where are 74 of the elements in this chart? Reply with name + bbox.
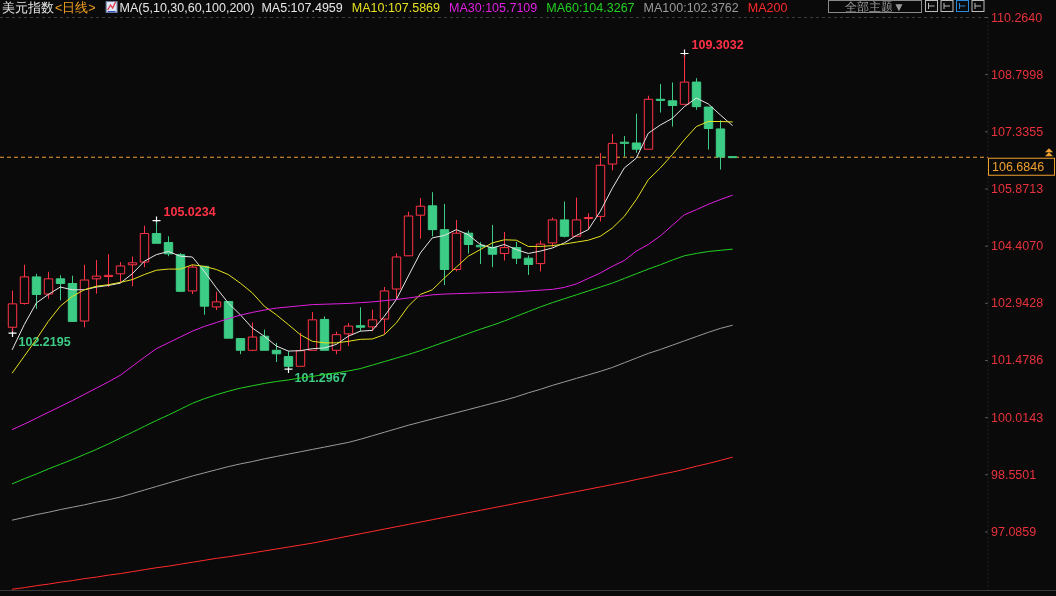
y-tick-label: 110.2640	[991, 10, 1043, 25]
candlestick	[559, 201, 570, 238]
candlestick	[247, 322, 258, 352]
legend-item: MA60:104.3267	[546, 1, 635, 15]
y-tick-label: 98.5501	[991, 467, 1037, 482]
candlestick	[499, 231, 510, 261]
legend-item: MA10:107.5869	[351, 1, 440, 15]
y-tick-label: 102.9428	[991, 296, 1044, 311]
ref-line-label: 106.6846	[992, 159, 1045, 174]
legend-item: MA30:105.7109	[449, 1, 538, 15]
y-tick-label: 108.7998	[991, 67, 1044, 82]
candlestick	[235, 338, 246, 355]
candlestick	[655, 83, 666, 114]
y-tick-label: 107.3355	[991, 124, 1044, 139]
candlestick	[523, 254, 534, 276]
candlestick	[367, 309, 378, 332]
candlestick	[271, 342, 282, 363]
candlestick	[43, 271, 54, 300]
candlestick	[343, 322, 354, 347]
candlestick	[259, 329, 270, 351]
candlestick	[427, 191, 438, 237]
candlestick	[715, 119, 726, 171]
candlestick	[703, 106, 714, 151]
candlestick	[631, 113, 642, 154]
candlestick	[199, 265, 210, 316]
candlestick	[79, 264, 90, 328]
candlestick	[607, 133, 618, 171]
candlestick	[403, 211, 414, 257]
candlestick	[667, 81, 678, 128]
annotation: 105.0234	[163, 205, 216, 220]
candlestick	[415, 197, 426, 240]
candlestick	[55, 274, 66, 301]
candlestick	[175, 252, 186, 293]
candlestick	[211, 291, 222, 311]
candlestick	[307, 311, 318, 351]
candlestick	[439, 203, 450, 286]
candlestick	[643, 95, 654, 150]
candlestick	[223, 300, 234, 339]
candlestick	[31, 273, 42, 310]
y-tick-label: 97.0859	[991, 524, 1037, 539]
control-button: 全部主题▼	[828, 0, 922, 14]
legend-item: MA200	[747, 1, 788, 15]
candlestick	[103, 253, 114, 288]
candlestick	[619, 135, 630, 158]
annotation: 109.3032	[691, 38, 744, 53]
candlestick	[391, 252, 402, 301]
legend-title: MA(5,10,30,60,100,200)	[119, 1, 255, 15]
candlestick	[583, 212, 594, 231]
annotation: 101.2967	[294, 370, 347, 385]
candlestick	[571, 197, 582, 237]
candlestick	[355, 306, 366, 332]
candlestick	[451, 219, 462, 272]
y-tick-label: 100.0143	[991, 410, 1044, 425]
candlestick	[127, 256, 138, 287]
candlestick	[487, 224, 498, 268]
candlestick	[295, 332, 306, 367]
candlestick	[691, 77, 702, 111]
candlestick	[187, 264, 198, 295]
y-tick-label: 105.8713	[991, 182, 1044, 196]
candlestick	[91, 259, 102, 295]
candlestick	[115, 261, 126, 283]
candlestick	[139, 225, 150, 268]
legend-item: MA5:107.4959	[261, 1, 343, 15]
candlestick	[67, 275, 78, 323]
chart-title: 美元指数	[2, 1, 54, 15]
candlestick	[595, 152, 606, 222]
legend-item: MA100:102.3762	[643, 1, 739, 15]
chart-subtitle: <日线>	[55, 1, 96, 15]
y-tick-label: 104.4070	[991, 239, 1044, 254]
candlestick	[19, 264, 30, 306]
candlestick	[727, 155, 738, 159]
candlestick	[547, 217, 558, 248]
y-tick-label: 101.4786	[991, 353, 1044, 368]
candlestick	[379, 286, 390, 335]
